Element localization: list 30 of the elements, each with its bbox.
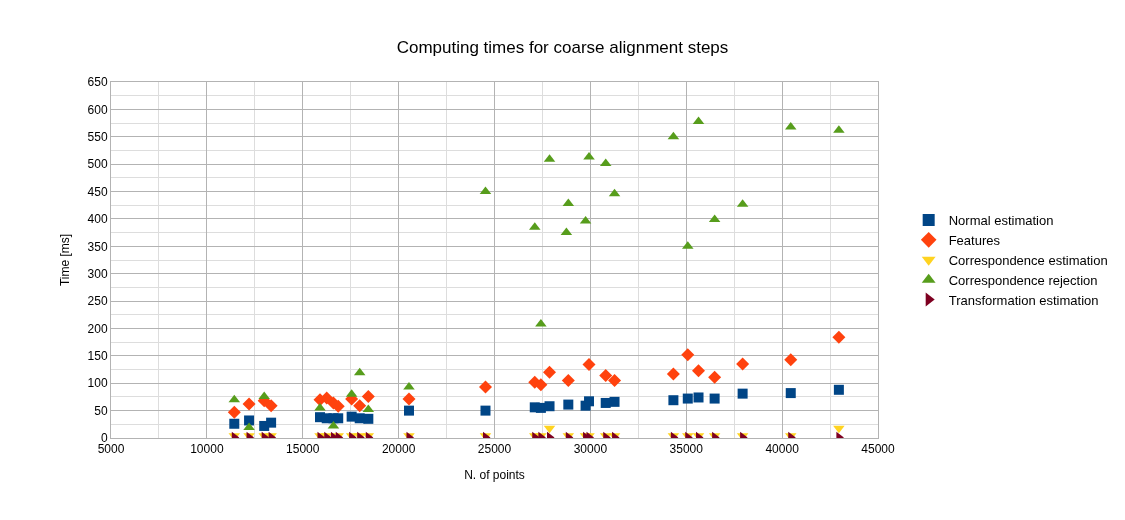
legend-label: Correspondence estimation (948, 252, 1108, 268)
legend-label: Normal estimation (948, 213, 1054, 229)
x-tick-label: 30000 (573, 442, 608, 457)
y-tick-label: 300 (87, 266, 108, 281)
x-tick-label: 10000 (190, 442, 224, 457)
y-tick-label: 350 (87, 239, 108, 254)
x-tick-label: 15000 (286, 442, 320, 457)
y-tick-label: 400 (87, 212, 108, 227)
x-tick-label: 35000 (669, 442, 704, 457)
x-tick-label: 25000 (477, 442, 512, 457)
y-tick-label: 200 (87, 321, 108, 336)
legend-label: Transformation estimation (948, 292, 1099, 308)
x-tick-label: 20000 (381, 442, 416, 457)
x-axis-title: N. of points (464, 468, 525, 483)
y-tick-label: 600 (87, 102, 108, 117)
legend-label: Correspondence rejection (948, 272, 1098, 288)
x-tick-label: 5000 (97, 442, 125, 457)
y-tick-label: 250 (87, 294, 108, 309)
chart-title: Computing times for coarse alignment steps (396, 37, 729, 57)
y-tick-label: 150 (87, 349, 108, 364)
legend-label: Features (948, 232, 1001, 248)
y-tick-label: 550 (87, 129, 108, 144)
x-tick-label: 40000 (765, 442, 800, 457)
y-tick-label: 450 (87, 184, 108, 199)
y-tick-label: 50 (94, 403, 108, 418)
y-axis-title: Time [ms] (57, 233, 72, 287)
y-tick-label: 100 (87, 376, 108, 391)
y-tick-label: 650 (87, 75, 108, 90)
x-tick-label: 45000 (861, 442, 896, 457)
y-tick-label: 500 (87, 157, 108, 172)
